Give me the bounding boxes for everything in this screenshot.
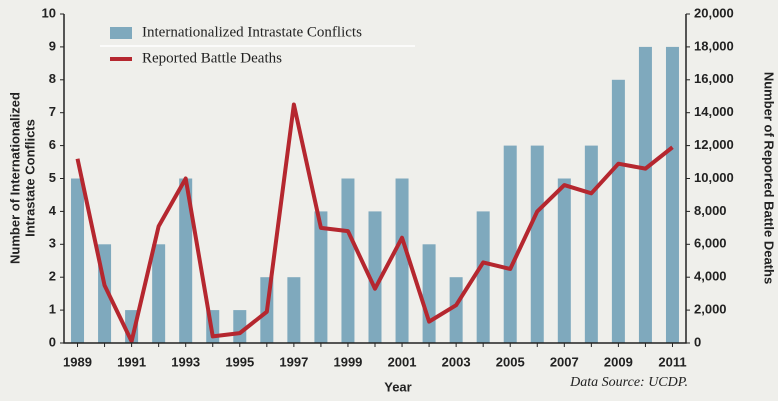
x-tick-label: 1997 bbox=[279, 354, 308, 369]
bar bbox=[530, 145, 544, 343]
y-tick-label: 7 bbox=[49, 104, 56, 119]
y2-tick-label: 12,000 bbox=[694, 137, 734, 152]
legend-label: Internationalized Intrastate Conflicts bbox=[142, 24, 362, 40]
x-tick-label: 1993 bbox=[171, 354, 200, 369]
y-tick-label: 6 bbox=[49, 137, 56, 152]
bar bbox=[584, 145, 598, 343]
bar bbox=[476, 211, 490, 343]
x-tick-label: 1999 bbox=[333, 354, 362, 369]
bar bbox=[449, 277, 463, 343]
x-tick-label: 1995 bbox=[225, 354, 254, 369]
bar bbox=[287, 277, 301, 343]
bar bbox=[665, 46, 679, 344]
legend-swatch bbox=[110, 27, 132, 39]
y2-tick-label: 18,000 bbox=[694, 38, 734, 53]
y2-tick-label: 2,000 bbox=[694, 302, 727, 317]
bar bbox=[71, 178, 85, 343]
y-tick-label: 4 bbox=[49, 203, 57, 218]
y-tick-label: 10 bbox=[42, 5, 56, 20]
y-tick-label: 0 bbox=[49, 334, 56, 349]
line bbox=[75, 102, 674, 344]
axes bbox=[63, 14, 687, 344]
x-tick-label: 1991 bbox=[117, 354, 146, 369]
y-tick-label: 1 bbox=[49, 302, 56, 317]
y2-axis-label: Number of Reported Battle Deaths bbox=[762, 72, 777, 284]
bar bbox=[368, 211, 382, 343]
legend-label: Reported Battle Deaths bbox=[142, 50, 282, 66]
y2-tick-label: 14,000 bbox=[694, 104, 734, 119]
x-tick-label: 2003 bbox=[442, 354, 471, 369]
y-tick-label: 8 bbox=[49, 71, 56, 86]
y-axis-label: Intrastate Conflicts bbox=[22, 119, 37, 237]
y2-tick-label: 10,000 bbox=[694, 170, 734, 185]
y-tick-label: 9 bbox=[49, 38, 56, 53]
bar bbox=[341, 178, 355, 343]
bar bbox=[179, 178, 193, 343]
y2-tick-label: 20,000 bbox=[694, 5, 734, 20]
x-tick-label: 1989 bbox=[63, 354, 92, 369]
y2-tick-label: 0 bbox=[694, 334, 701, 349]
y2-tick-label: 6,000 bbox=[694, 236, 727, 251]
bar bbox=[314, 211, 328, 343]
x-axis-label: Year bbox=[384, 379, 411, 394]
bar bbox=[152, 244, 166, 343]
annotation: Data Source: UCDP. bbox=[569, 375, 688, 390]
bar bbox=[557, 178, 571, 343]
y2-tick-label: 8,000 bbox=[694, 203, 727, 218]
y-axis-label: Number of Internationalized bbox=[7, 92, 22, 264]
bar bbox=[503, 145, 517, 343]
bar bbox=[233, 310, 247, 343]
x-tick-label: 2005 bbox=[496, 354, 525, 369]
y2-tick-label: 4,000 bbox=[694, 269, 727, 284]
bar bbox=[611, 79, 625, 344]
bar bbox=[395, 178, 409, 343]
x-tick-label: 2009 bbox=[604, 354, 633, 369]
y-tick-label: 3 bbox=[49, 236, 56, 251]
y-tick-label: 5 bbox=[49, 170, 56, 185]
x-tick-label: 2001 bbox=[388, 354, 417, 369]
x-tick-label: 2007 bbox=[550, 354, 579, 369]
y2-tick-label: 16,000 bbox=[694, 71, 734, 86]
bar bbox=[422, 244, 436, 343]
y-tick-label: 2 bbox=[49, 269, 56, 284]
x-tick-label: 2011 bbox=[658, 354, 686, 369]
bar bbox=[638, 46, 652, 344]
